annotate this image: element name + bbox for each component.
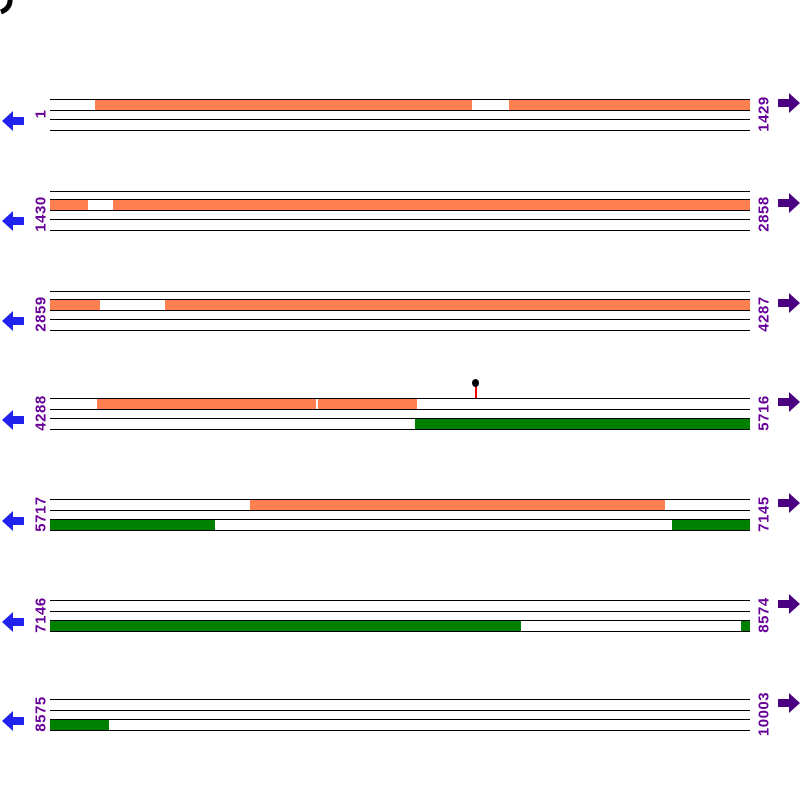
row-start-coordinate: 4288 xyxy=(32,395,50,431)
feature-block-reverse[interactable] xyxy=(415,419,750,429)
scroll-right-arrow[interactable] xyxy=(777,593,800,620)
forward-strand-track xyxy=(50,199,750,211)
feature-block-forward[interactable] xyxy=(318,399,417,409)
scroll-left-arrow[interactable] xyxy=(1,310,25,337)
reverse-strand-track xyxy=(50,620,750,632)
row-feature-overline xyxy=(50,191,750,192)
feature-block-forward[interactable] xyxy=(165,300,750,310)
scroll-right-arrow[interactable] xyxy=(777,391,800,418)
scroll-right-arrow[interactable] xyxy=(777,192,800,219)
scroll-right-arrow[interactable] xyxy=(777,92,800,119)
row-start-coordinate: 7146 xyxy=(32,597,50,633)
scroll-left-arrow[interactable] xyxy=(1,611,25,638)
row-end-coordinate: 1429 xyxy=(755,96,773,132)
forward-strand-track xyxy=(50,699,750,711)
feature-block-reverse[interactable] xyxy=(741,621,750,631)
reverse-strand-track xyxy=(50,319,750,331)
feature-block-forward[interactable] xyxy=(50,300,100,310)
row-start-coordinate: 8575 xyxy=(32,696,50,732)
row-end-coordinate: 10003 xyxy=(755,691,773,737)
scroll-right-arrow[interactable] xyxy=(777,492,800,519)
scroll-left-arrow[interactable] xyxy=(1,210,25,237)
row-end-coordinate: 7145 xyxy=(755,496,773,532)
feature-block-forward[interactable] xyxy=(95,100,472,110)
forward-strand-track xyxy=(50,299,750,311)
forward-strand-track xyxy=(50,99,750,111)
reverse-strand-track xyxy=(50,219,750,231)
forward-strand-track xyxy=(50,499,750,511)
reverse-strand-track xyxy=(50,418,750,430)
row-end-coordinate: 8574 xyxy=(755,597,773,633)
feature-block-reverse[interactable] xyxy=(50,520,215,530)
row-end-coordinate: 2858 xyxy=(755,196,773,232)
scroll-left-arrow[interactable] xyxy=(1,710,25,737)
scroll-right-arrow[interactable] xyxy=(777,292,800,319)
feature-block-forward[interactable] xyxy=(113,200,750,210)
lollipop-marker-stick[interactable] xyxy=(475,386,477,398)
feature-block-reverse[interactable] xyxy=(50,720,109,730)
scroll-left-arrow[interactable] xyxy=(1,110,25,137)
lollipop-marker-icon[interactable] xyxy=(472,379,479,387)
scroll-right-arrow[interactable] xyxy=(777,692,800,719)
forward-strand-track xyxy=(50,398,750,410)
forward-strand-track xyxy=(50,600,750,612)
row-end-coordinate: 4287 xyxy=(755,296,773,332)
feature-block-reverse[interactable] xyxy=(50,621,521,631)
clipped-glyph xyxy=(0,0,13,15)
scroll-left-arrow[interactable] xyxy=(1,409,25,436)
row-start-coordinate: 1430 xyxy=(32,196,50,232)
scroll-left-arrow[interactable] xyxy=(1,510,25,537)
feature-block-reverse[interactable] xyxy=(672,520,750,530)
row-start-coordinate: 1 xyxy=(32,109,50,119)
row-start-coordinate: 2859 xyxy=(32,296,50,332)
row-end-coordinate: 5716 xyxy=(755,395,773,431)
reverse-strand-track xyxy=(50,119,750,131)
feature-block-forward[interactable] xyxy=(50,200,88,210)
feature-block-forward[interactable] xyxy=(97,399,316,409)
reverse-strand-track xyxy=(50,719,750,731)
reverse-strand-track xyxy=(50,519,750,531)
row-start-coordinate: 5717 xyxy=(32,496,50,532)
feature-block-forward[interactable] xyxy=(509,100,750,110)
feature-block-forward[interactable] xyxy=(250,500,665,510)
row-feature-overline xyxy=(50,291,750,292)
